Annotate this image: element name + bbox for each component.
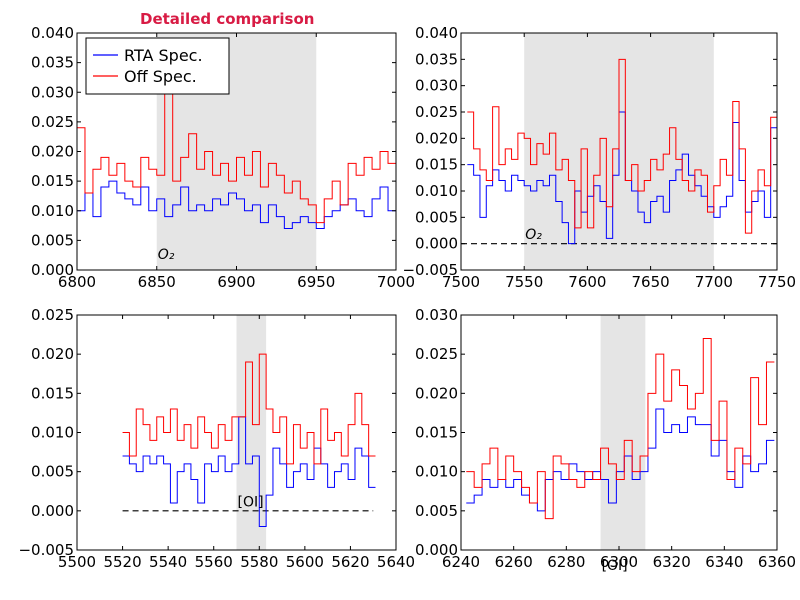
y-tick-label: 0.005 — [415, 502, 458, 520]
y-tick-label: 0.015 — [31, 172, 74, 190]
legend-box — [85, 37, 230, 95]
y-tick-label: 0.025 — [415, 345, 458, 363]
x-tick-label: 6320 — [653, 553, 691, 571]
x-tick-label: 6340 — [705, 553, 743, 571]
y-tick-label: 0.020 — [415, 384, 458, 402]
legend-entry: RTA Spec. — [124, 46, 203, 65]
y-tick-label: 0.040 — [415, 24, 458, 42]
legend-entry: Off Spec. — [124, 67, 197, 86]
y-tick-label: 0.010 — [415, 182, 458, 200]
x-tick-label: 5560 — [195, 553, 233, 571]
x-tick-label: 6850 — [138, 273, 176, 291]
x-tick-label: 5600 — [286, 553, 324, 571]
annotation-label: O₂ — [158, 247, 175, 263]
y-tick-label: 0.040 — [31, 24, 74, 42]
y-tick-label: 0.000 — [31, 502, 74, 520]
series-line-off — [467, 58, 777, 234]
y-tick-label: 0.030 — [415, 77, 458, 95]
annotation-label: O₂ — [525, 227, 542, 243]
y-tick-label: 0.025 — [31, 113, 74, 131]
y-tick-label: 0.000 — [415, 541, 458, 559]
legend: RTA Spec. Off Spec. — [85, 37, 230, 95]
x-tick-label: 5540 — [149, 553, 187, 571]
x-tick-label: 6900 — [217, 273, 255, 291]
x-tick-label: 6300 — [600, 553, 638, 571]
annotation-label: [OI] — [238, 494, 264, 510]
y-tick-label: 0.005 — [415, 208, 458, 226]
x-tick-label: 6360 — [758, 553, 796, 571]
x-tick-label: 6240 — [442, 553, 480, 571]
x-tick-label: 7600 — [568, 273, 606, 291]
x-tick-label: 6260 — [495, 553, 533, 571]
x-tick-label: 7000 — [377, 273, 415, 291]
chart-panel-1: 7500 7550 7600 7650 7700 7750 −0.005 0.000 0.005… — [402, 24, 796, 291]
y-tick-label: 0.000 — [415, 235, 458, 253]
x-tick-label: 5620 — [331, 553, 369, 571]
y-tick-label: 0.010 — [31, 424, 74, 442]
y-tick-label: 0.010 — [415, 463, 458, 481]
x-tick-label: 5500 — [58, 553, 96, 571]
x-tick-label: 7750 — [758, 273, 796, 291]
x-tick-label: 6800 — [58, 273, 96, 291]
y-tick-label: 0.030 — [415, 306, 458, 324]
y-tick-label: −0.005 — [402, 261, 458, 279]
y-tick-label: 0.005 — [31, 231, 74, 249]
y-tick-label: 0.020 — [31, 143, 74, 161]
y-tick-label: −0.005 — [18, 541, 74, 559]
series-line-rta — [467, 111, 777, 245]
axes-frame — [460, 32, 778, 271]
chart-panel-3: 6240 6260 6280 6300 6320 6340 6360 0.000 0.005 0.… — [415, 306, 796, 574]
y-tick-label: 0.020 — [31, 345, 74, 363]
x-tick-label: 7700 — [695, 273, 733, 291]
x-tick-label: 5580 — [240, 553, 278, 571]
series-line-off — [122, 353, 376, 465]
shaded-band — [600, 315, 646, 550]
x-tick-label: 5640 — [377, 553, 415, 571]
y-tick-label: 0.010 — [31, 202, 74, 220]
y-tick-label: 0.015 — [415, 424, 458, 442]
shaded-band — [236, 315, 267, 550]
y-tick-label: 0.030 — [31, 83, 74, 101]
y-tick-label: 0.020 — [415, 129, 458, 147]
x-tick-label: 6950 — [297, 273, 335, 291]
chart-panel-0: 6800 6850 6900 6950 7000 0.000 0.005 0.010 0.015… — [31, 24, 415, 291]
y-tick-label: 0.005 — [31, 463, 74, 481]
y-tick-label: 0.025 — [31, 306, 74, 324]
x-tick-label: 7550 — [505, 273, 543, 291]
y-tick-label: 0.035 — [415, 50, 458, 68]
series-line-off — [77, 62, 397, 224]
series-line-rta — [122, 416, 376, 527]
x-tick-label: 7650 — [632, 273, 670, 291]
y-tick-label: 0.000 — [31, 261, 74, 279]
figure-title: Detailed comparison — [140, 10, 315, 28]
y-tick-label: 0.025 — [415, 103, 458, 121]
y-tick-label: 0.015 — [31, 384, 74, 402]
series-line-off — [466, 338, 775, 520]
x-tick-label: 6280 — [547, 553, 585, 571]
annotation-label: [OI] — [602, 558, 628, 574]
y-tick-label: 0.035 — [31, 54, 74, 72]
chart-panel-2: 5500 5520 5540 5560 5580 5600 5620 5640 −0.005 0.… — [18, 306, 415, 571]
y-tick-label: 0.015 — [415, 156, 458, 174]
x-tick-label: 7500 — [442, 273, 480, 291]
x-tick-label: 5520 — [103, 553, 141, 571]
